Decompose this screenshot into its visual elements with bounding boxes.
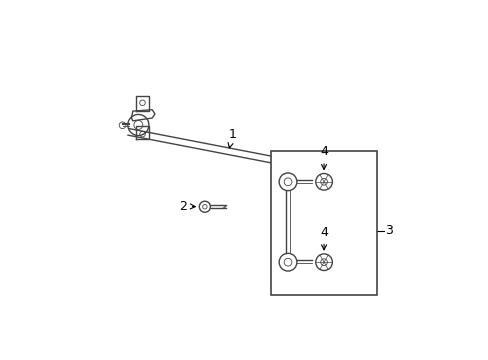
Text: 4: 4 (320, 226, 327, 250)
Text: 2: 2 (179, 200, 195, 213)
Text: 3: 3 (384, 224, 392, 237)
Text: 4: 4 (320, 145, 327, 170)
Text: 1: 1 (227, 128, 236, 148)
Bar (271, 151, 376, 296)
